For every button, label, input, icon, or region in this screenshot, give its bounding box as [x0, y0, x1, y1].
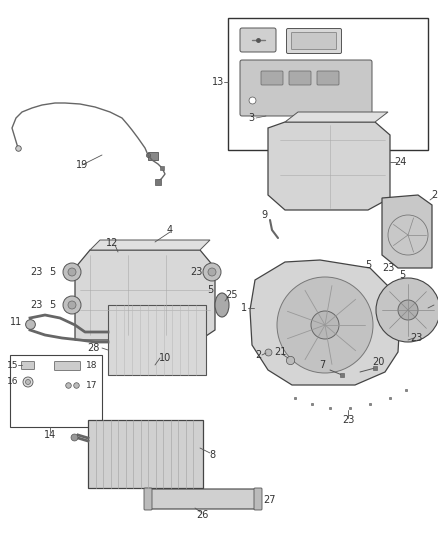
Text: 23: 23 [190, 267, 202, 277]
FancyBboxPatch shape [147, 489, 261, 509]
Bar [88, 420, 203, 488]
Text: 18: 18 [86, 360, 98, 369]
Text: 19: 19 [76, 160, 88, 170]
Text: 24: 24 [394, 157, 406, 167]
Polygon shape [90, 240, 210, 250]
Circle shape [277, 277, 373, 373]
FancyBboxPatch shape [317, 71, 339, 85]
Circle shape [63, 296, 81, 314]
Text: 23: 23 [410, 333, 422, 343]
FancyBboxPatch shape [261, 71, 283, 85]
Circle shape [68, 268, 76, 276]
Bar [10, 355, 102, 427]
Text: 3: 3 [248, 113, 254, 123]
Text: 5: 5 [49, 267, 55, 277]
FancyBboxPatch shape [254, 488, 262, 510]
Text: 22: 22 [432, 190, 438, 200]
Text: 23: 23 [342, 415, 354, 425]
Text: 9: 9 [261, 210, 267, 220]
Circle shape [311, 311, 339, 339]
Text: 2: 2 [255, 350, 261, 360]
Circle shape [23, 377, 33, 387]
Circle shape [63, 263, 81, 281]
Text: 12: 12 [106, 238, 118, 248]
Text: 5: 5 [399, 270, 405, 280]
Polygon shape [285, 112, 388, 122]
FancyBboxPatch shape [289, 71, 311, 85]
Text: 20: 20 [372, 357, 384, 367]
Text: 23: 23 [382, 263, 394, 273]
Text: 16: 16 [7, 377, 18, 386]
FancyBboxPatch shape [21, 361, 35, 369]
FancyBboxPatch shape [240, 28, 276, 52]
Circle shape [203, 263, 221, 281]
Text: 13: 13 [212, 77, 224, 87]
Bar [148, 152, 158, 160]
Polygon shape [268, 122, 390, 210]
Circle shape [68, 301, 76, 309]
Text: 14: 14 [44, 430, 56, 440]
Text: 5: 5 [207, 285, 213, 295]
FancyBboxPatch shape [292, 33, 336, 50]
Circle shape [376, 278, 438, 342]
Text: 28: 28 [88, 343, 100, 353]
Text: 25: 25 [226, 290, 238, 300]
Text: 15: 15 [7, 360, 18, 369]
FancyBboxPatch shape [144, 488, 152, 510]
Polygon shape [382, 195, 432, 268]
Text: 11: 11 [10, 317, 22, 327]
Text: 10: 10 [159, 353, 171, 363]
FancyBboxPatch shape [54, 361, 81, 370]
Text: 1: 1 [241, 303, 247, 313]
Text: 4: 4 [167, 225, 173, 235]
Text: 23: 23 [30, 267, 42, 277]
FancyBboxPatch shape [240, 60, 372, 116]
FancyBboxPatch shape [286, 28, 342, 53]
Text: 7: 7 [319, 360, 325, 370]
Polygon shape [75, 250, 215, 340]
Text: 27: 27 [264, 495, 276, 505]
Text: 17: 17 [86, 381, 98, 390]
Text: 23: 23 [30, 300, 42, 310]
Circle shape [25, 379, 31, 384]
Circle shape [398, 300, 418, 320]
Circle shape [208, 268, 216, 276]
Polygon shape [250, 260, 400, 385]
Text: 5: 5 [49, 300, 55, 310]
Text: 26: 26 [196, 510, 208, 520]
Text: 21: 21 [274, 347, 286, 357]
Text: 8: 8 [209, 450, 215, 460]
Text: 5: 5 [365, 260, 371, 270]
Bar [228, 18, 428, 150]
Ellipse shape [215, 293, 229, 317]
Bar [108, 305, 206, 375]
